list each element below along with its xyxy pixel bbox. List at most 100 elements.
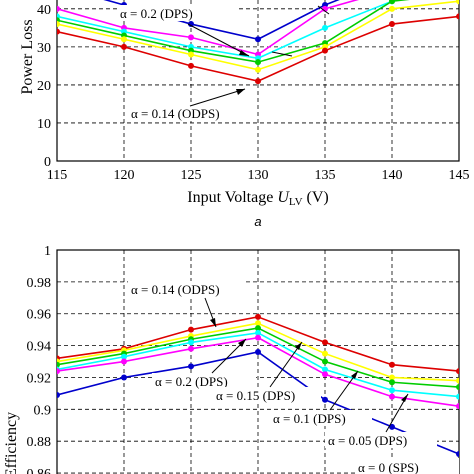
- bottom-tick-labels: 0.86 0.88 0.9 0.92 0.94 0.96 0.98 1: [27, 244, 52, 474]
- data-point: [57, 21, 60, 28]
- data-point: [389, 374, 395, 381]
- data-point: [255, 334, 261, 341]
- bot-annotation-dps-02-arrowhead: [238, 339, 246, 347]
- y-tick-label: 0.94: [27, 340, 52, 355]
- bot-annotation-bg-3: [270, 410, 372, 426]
- data-point: [255, 59, 261, 66]
- data-point: [389, 0, 395, 5]
- x-tick-label: 140: [382, 168, 403, 183]
- series-1: [57, 320, 459, 384]
- y-tick-label: 10: [37, 117, 51, 132]
- x-tick-label: 130: [248, 168, 269, 183]
- data-point: [255, 325, 261, 332]
- bot-annotation-dps-005: α = 0.05 (DPS): [328, 433, 407, 448]
- data-point: [456, 0, 459, 5]
- series-3: [57, 329, 459, 400]
- y-tick-label: 0.98: [27, 276, 52, 291]
- y-tick-label: 0.96: [27, 308, 52, 323]
- series-5: [57, 13, 459, 85]
- top-annotation-odps-arrowhead: [236, 89, 245, 95]
- x-tick-label: 120: [114, 168, 135, 183]
- bot-annotation-odps: α = 0.14 (ODPS): [131, 282, 220, 297]
- bot-annotation-bg-0: [128, 281, 244, 297]
- data-point: [456, 403, 459, 410]
- bot-annotation-odps-arrowhead: [210, 318, 216, 327]
- data-point: [57, 391, 60, 398]
- y-tick-label: 40: [37, 3, 51, 18]
- power-loss-chart: 0 10 20 30 40 115 120 125 130 135 140 145 Power Los…: [19, 0, 470, 229]
- y-tick-label: 0.86: [27, 467, 52, 474]
- data-point: [322, 371, 328, 378]
- data-point: [456, 393, 459, 400]
- data-point: [121, 36, 127, 43]
- bot-annotation-dps-015-arrow: [269, 341, 303, 388]
- data-point: [188, 339, 194, 346]
- top-annotation-odps-arrow: [189, 88, 246, 107]
- data-point: [255, 320, 261, 327]
- data-point: [389, 361, 395, 368]
- top-tick-labels: 0 10 20 30 40 115 120 125 130 135 140 145: [37, 3, 470, 183]
- data-point: [456, 377, 459, 384]
- data-point: [121, 43, 127, 50]
- data-point: [188, 326, 194, 333]
- data-point: [188, 21, 194, 28]
- y-tick-label: 1: [44, 244, 51, 259]
- data-point: [389, 387, 395, 394]
- y-tick-label: 0.88: [27, 435, 52, 450]
- data-point: [188, 51, 194, 58]
- bot-annotation-dps-02: α = 0.2 (DPS): [155, 374, 228, 389]
- top-annotation-odps-bg: [128, 105, 238, 121]
- data-point: [389, 393, 395, 400]
- y-tick-label: 0: [44, 155, 51, 170]
- data-point: [255, 78, 261, 85]
- top-annotation-extra-arrow-2: [317, 5, 330, 15]
- y-tick-label: 0.9: [34, 403, 52, 418]
- data-point: [322, 396, 328, 403]
- data-point: [57, 28, 60, 35]
- data-point: [255, 66, 261, 73]
- y-tick-label: 0.92: [27, 371, 52, 386]
- data-point: [188, 345, 194, 352]
- data-point: [57, 361, 60, 368]
- top-panel-label: a: [254, 214, 261, 229]
- x-tick-label: 125: [181, 168, 202, 183]
- data-point: [188, 34, 194, 41]
- bot-annotation-bg-1: [152, 373, 256, 389]
- top-series-group: [57, 0, 459, 85]
- top-annotation-odps: α = 0.14 (ODPS): [131, 106, 220, 121]
- top-annotation-extra-arrow: [271, 51, 293, 57]
- data-point: [456, 13, 459, 20]
- data-point: [121, 374, 127, 381]
- bot-annotation-dps-01-arrowhead: [351, 371, 358, 379]
- data-point: [322, 47, 328, 54]
- data-point: [456, 450, 459, 457]
- series-4: [57, 334, 459, 410]
- data-point: [389, 379, 395, 386]
- data-point: [255, 348, 261, 355]
- data-point: [389, 5, 395, 12]
- top-annotation-bg-dps: [118, 5, 236, 21]
- bot-annotation-dps-015: α = 0.15 (DPS): [216, 388, 295, 403]
- data-point: [121, 353, 127, 360]
- x-tick-label: 145: [449, 168, 470, 183]
- top-x-axis-label: Input Voltage ULV (V): [187, 189, 329, 208]
- top-annotation-dps-arrowhead: [239, 50, 249, 56]
- data-point: [389, 21, 395, 28]
- data-point: [188, 363, 194, 370]
- data-point: [255, 313, 261, 320]
- data-point: [57, 368, 60, 375]
- series-3: [57, 0, 410, 66]
- bot-annotation-dps-015-arrowhead: [295, 342, 302, 350]
- x-tick-label: 115: [47, 168, 67, 183]
- data-point: [456, 368, 459, 375]
- data-point: [322, 358, 328, 365]
- data-point: [255, 36, 261, 43]
- data-point: [322, 366, 328, 373]
- data-point: [121, 358, 127, 365]
- top-annotation-dps: α = 0.2 (DPS): [120, 6, 193, 21]
- bot-annotation-bg-2: [213, 387, 321, 403]
- data-point: [322, 350, 328, 357]
- data-point: [389, 423, 395, 430]
- bottom-y-axis-label: Efficiency: [3, 412, 20, 474]
